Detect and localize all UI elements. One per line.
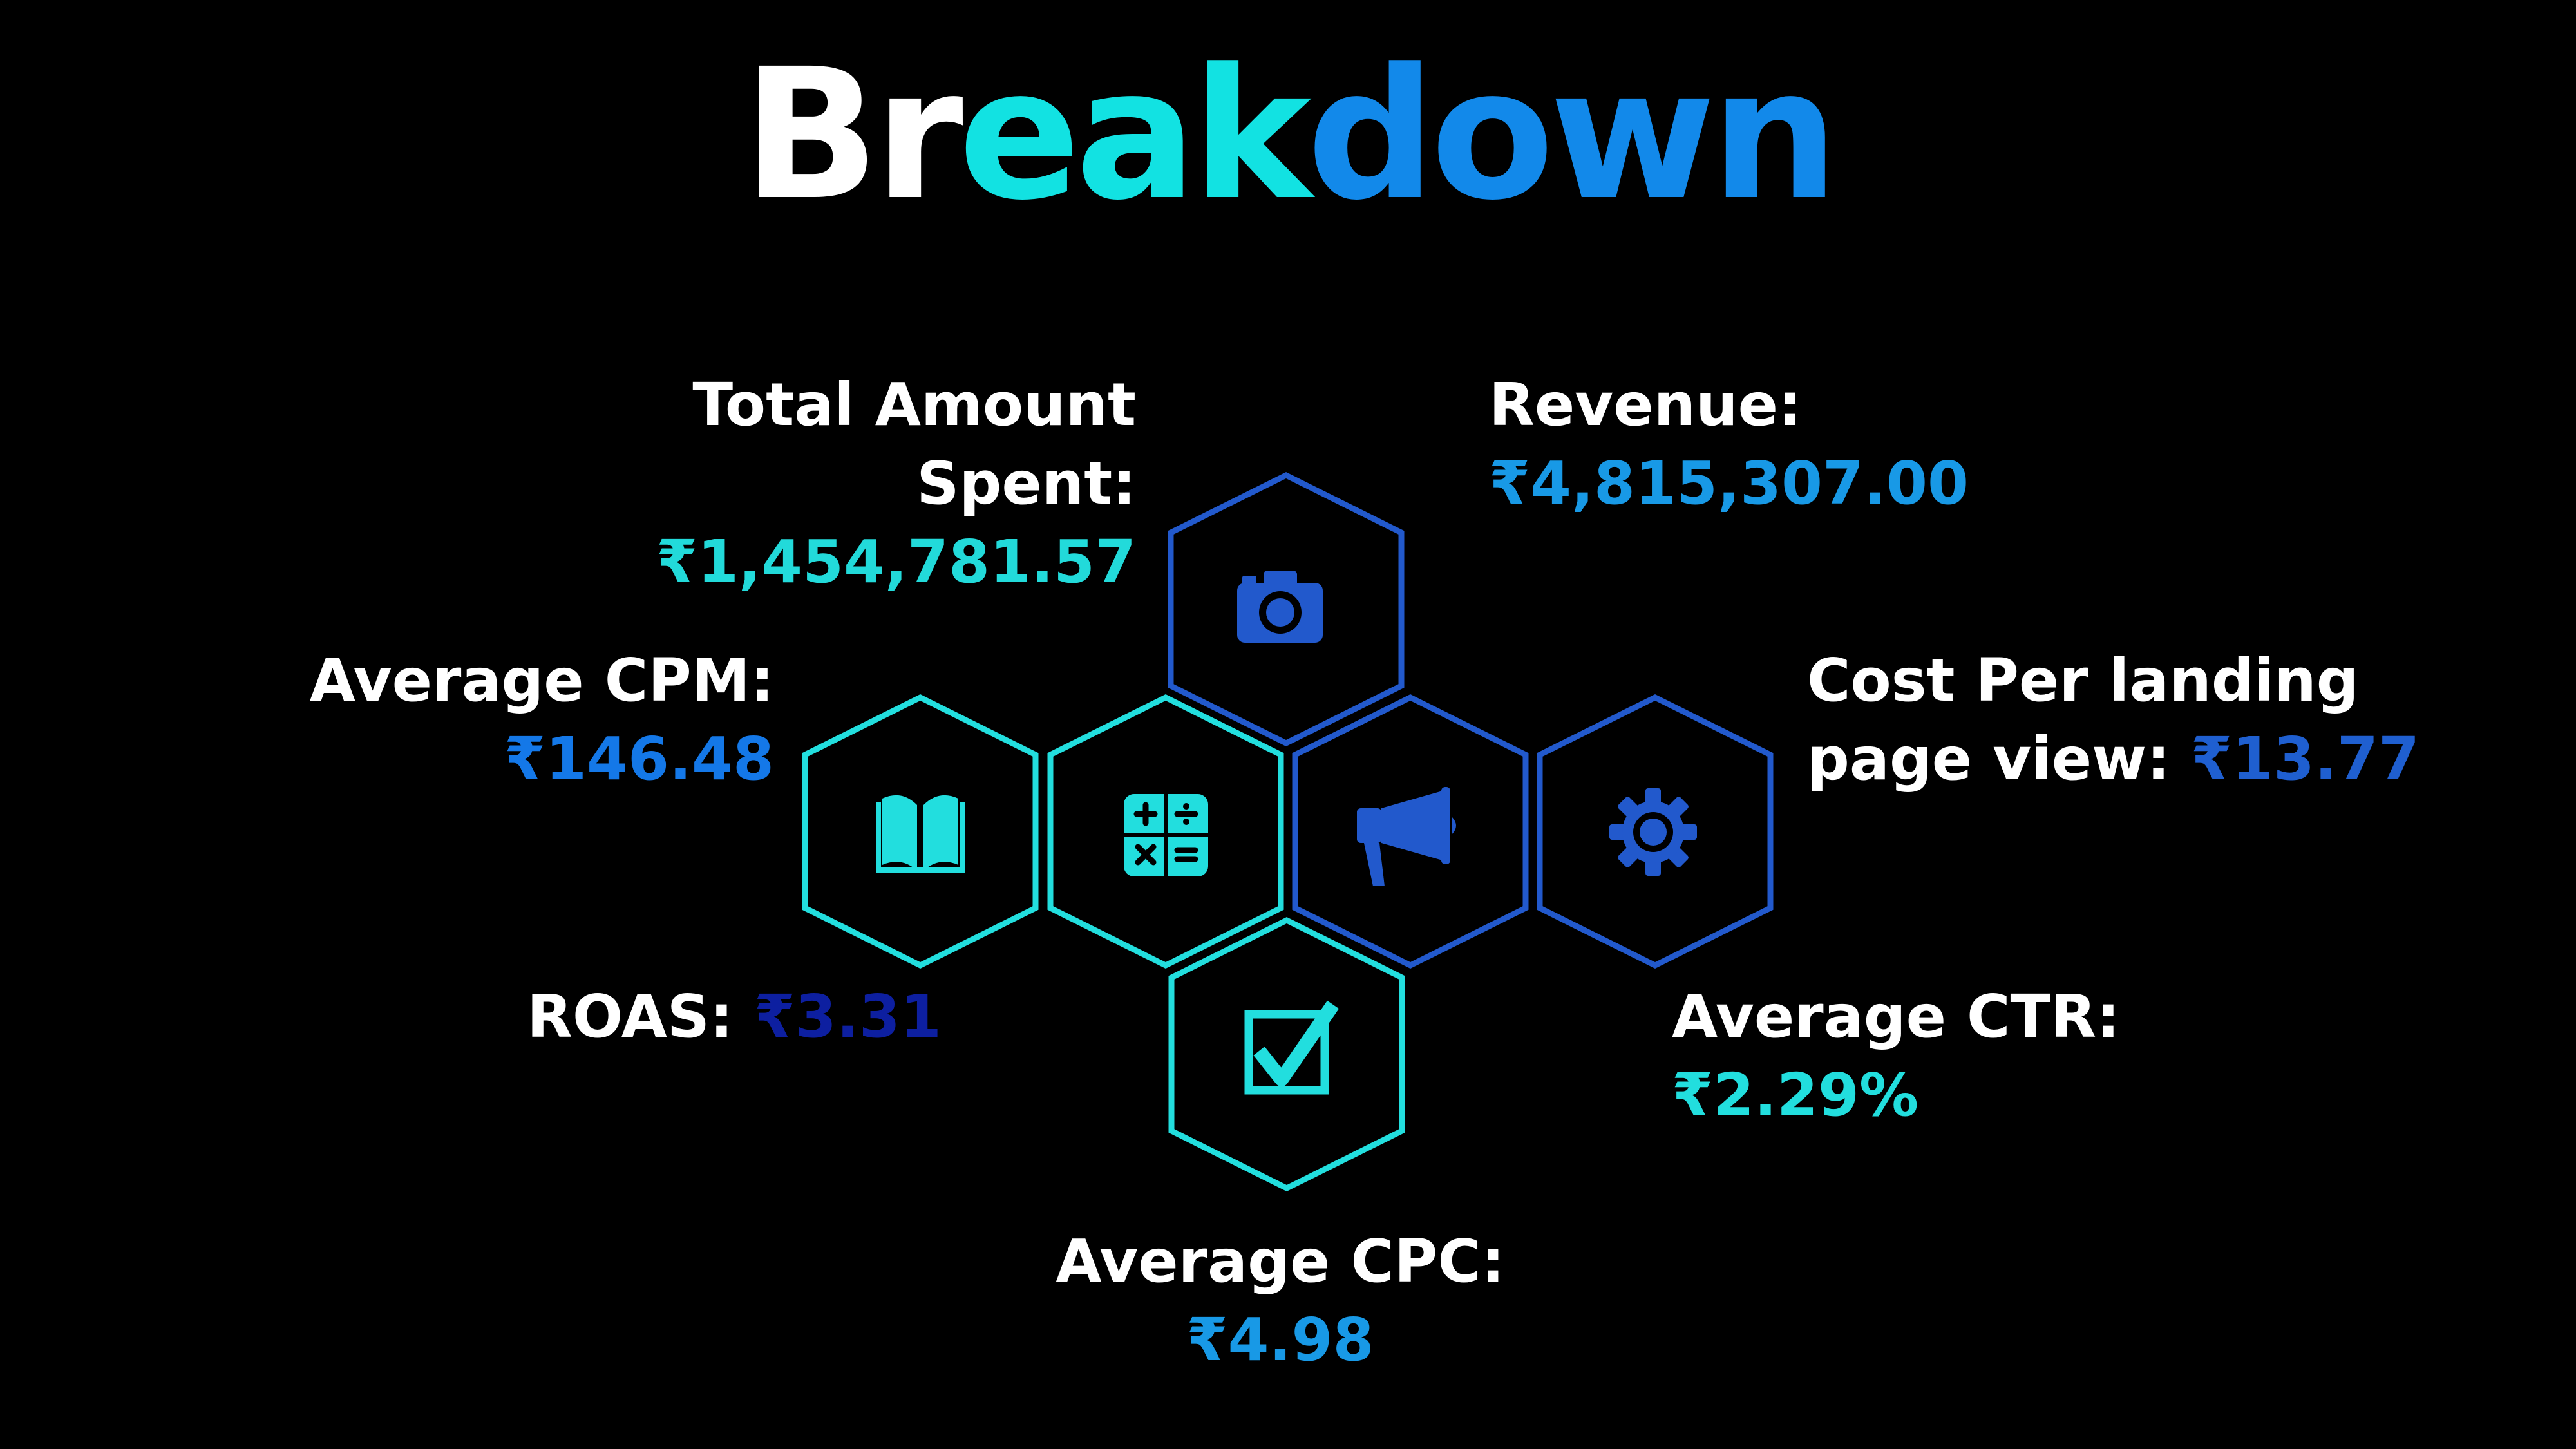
metric-cost-per-landing-page-view: Cost Per landing page view: ₹13.77: [1807, 641, 2420, 799]
metric-average-ctr: Average CTR: ₹2.29%: [1672, 978, 2120, 1135]
checkbox-icon: [1244, 1000, 1340, 1095]
metric-total-amount-spent: Total Amount Spent: ₹1,454,781.57: [656, 366, 1136, 601]
ctr-label: Average CTR:: [1672, 982, 2120, 1051]
metric-average-cpc: Average CPC: ₹4.98: [958, 1222, 1602, 1379]
roas-value: ₹3.31: [753, 982, 942, 1051]
total-spent-label-line-2: Spent:: [916, 449, 1136, 518]
metric-average-cpm: Average CPM: ₹146.48: [310, 641, 774, 799]
cost-landing-label-line-1: Cost Per landing: [1807, 646, 2359, 715]
megaphone-icon: [1357, 787, 1456, 886]
roas-label: ROAS:: [527, 982, 734, 1051]
cost-landing-value: ₹13.77: [2190, 724, 2420, 793]
hexagon-megaphone: [1292, 694, 1529, 969]
calculator-icon: [1124, 794, 1208, 876]
hexagon-gear: [1537, 694, 1774, 969]
total-spent-label-line-1: Total Amount: [692, 370, 1136, 439]
total-spent-value: ₹1,454,781.57: [656, 527, 1136, 596]
cpm-value: ₹146.48: [504, 724, 774, 793]
cpm-label: Average CPM:: [309, 646, 774, 715]
hexagon-calculator: [1047, 694, 1284, 969]
page-title: Breakdown: [0, 45, 2576, 225]
hexagon-book: [802, 694, 1039, 969]
book-icon: [876, 795, 965, 873]
title-part-3: down: [1306, 30, 1839, 240]
revenue-label: Revenue:: [1489, 370, 1802, 439]
metric-revenue: Revenue: ₹4,815,307.00: [1489, 366, 1969, 523]
gear-icon: [1609, 788, 1697, 876]
cpc-label: Average CPC:: [1056, 1227, 1505, 1296]
hexagon-checkbox: [1168, 916, 1405, 1192]
cost-landing-label-line-2: page view:: [1807, 724, 2170, 793]
title-part-1: Br: [742, 30, 963, 240]
cpc-value: ₹4.98: [1186, 1305, 1374, 1374]
metric-roas: ROAS: ₹3.31: [527, 978, 942, 1056]
camera-icon: [1237, 571, 1323, 643]
revenue-value: ₹4,815,307.00: [1489, 449, 1969, 518]
ctr-value: ₹2.29%: [1672, 1061, 1919, 1130]
title-part-2: eak: [958, 30, 1312, 240]
hexagon-camera: [1168, 471, 1405, 747]
